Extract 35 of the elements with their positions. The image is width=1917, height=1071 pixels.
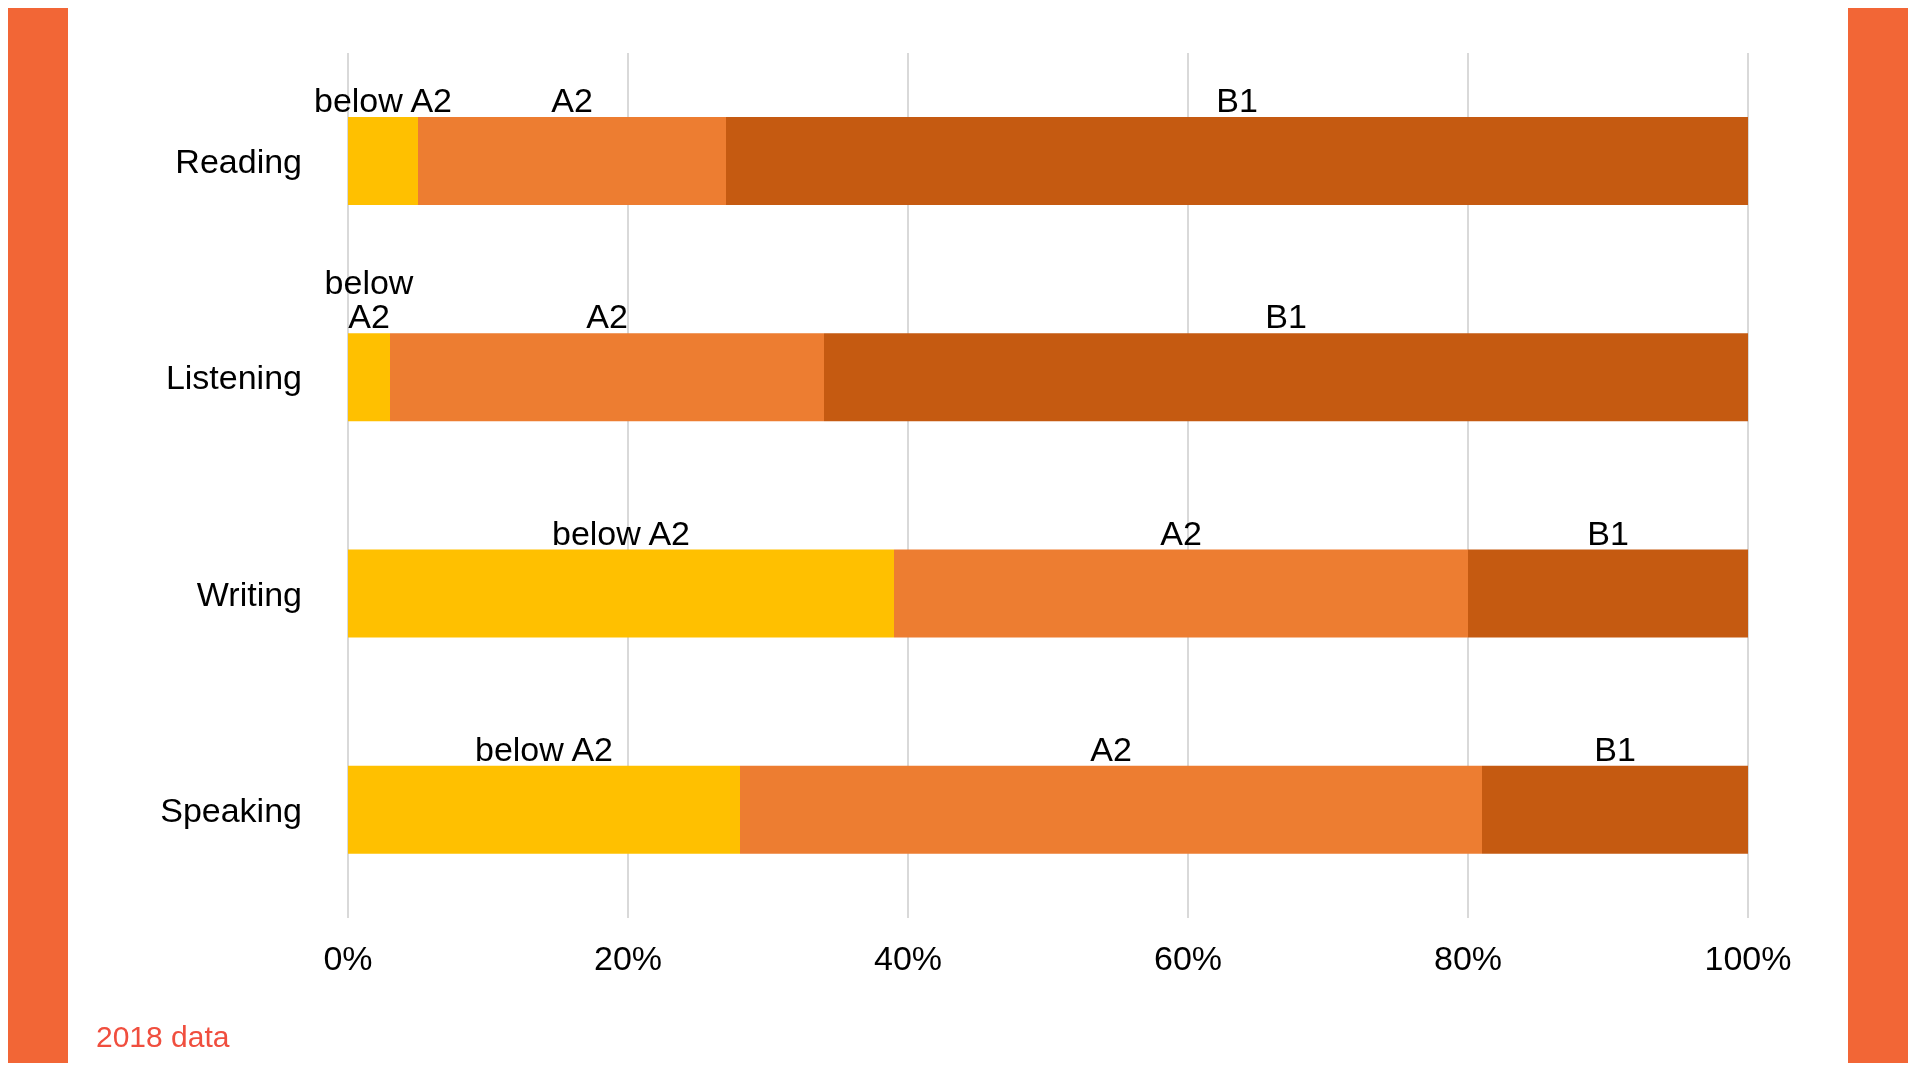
bar	[390, 333, 824, 422]
y-tick-label: Listening	[165, 358, 302, 397]
bar	[740, 765, 1482, 854]
text: below A2	[324, 263, 414, 336]
series-label: A2	[551, 81, 593, 119]
text: A2	[1090, 729, 1132, 768]
text: below A2	[314, 81, 452, 119]
text: A2	[1160, 513, 1202, 552]
x-tick-label: 40%	[873, 939, 943, 978]
bar	[894, 549, 1468, 638]
text: B1	[1587, 513, 1629, 552]
bar	[348, 333, 390, 422]
x-tick-label: 100%	[1704, 939, 1792, 978]
bar	[348, 117, 418, 205]
y-tick-label: Speaking	[160, 790, 302, 829]
series-label: B1	[1216, 81, 1258, 119]
text: 2018 data	[96, 1020, 230, 1054]
text: B1	[1594, 729, 1636, 768]
x-tick-label: 0%	[323, 939, 373, 978]
x-tick-label: 20%	[593, 939, 663, 978]
text: below A2	[475, 729, 613, 768]
bar	[1468, 549, 1748, 638]
y-tick-label: Writing	[196, 574, 302, 613]
x-tick-label: 60%	[1153, 939, 1223, 978]
text: B1	[1265, 297, 1307, 336]
y-tick-label: Reading	[175, 142, 302, 181]
text: A2	[586, 297, 628, 336]
bar	[824, 333, 1748, 422]
bar	[348, 765, 740, 854]
x-tick-label: 80%	[1433, 939, 1503, 978]
bar	[418, 117, 726, 205]
bar	[348, 549, 894, 638]
series-label: below A2	[552, 513, 690, 552]
bar	[1482, 765, 1748, 854]
bar	[726, 117, 1748, 205]
